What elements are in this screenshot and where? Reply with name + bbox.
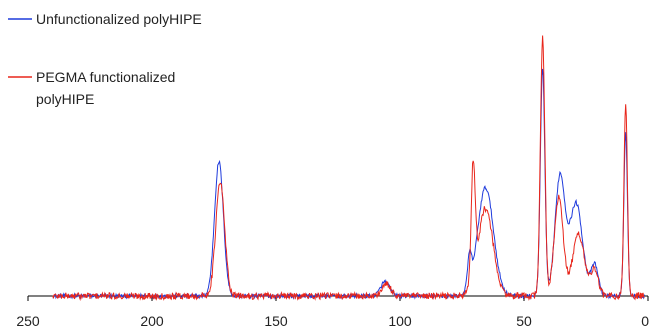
x-tick-label-250: 250 bbox=[16, 313, 40, 329]
x-axis-ticks: 250 200 150 100 50 0 bbox=[16, 296, 649, 329]
legend-label-unfunctionalized: Unfunctionalized polyHIPE bbox=[36, 11, 202, 27]
series-line-unfunctionalized bbox=[52, 68, 645, 300]
x-tick-label-50: 50 bbox=[516, 313, 532, 329]
x-tick-label-150: 150 bbox=[264, 313, 288, 329]
x-tick-label-0: 0 bbox=[641, 313, 649, 329]
legend-label-pegma-line2: polyHIPE bbox=[36, 91, 94, 107]
x-tick-label-100: 100 bbox=[388, 313, 412, 329]
x-tick-label-200: 200 bbox=[140, 313, 164, 329]
series-line-pegma-functionalized bbox=[52, 35, 645, 302]
legend-label-pegma-line1: PEGMA functionalized bbox=[36, 69, 175, 85]
legend: Unfunctionalized polyHIPE PEGMA function… bbox=[8, 11, 202, 107]
